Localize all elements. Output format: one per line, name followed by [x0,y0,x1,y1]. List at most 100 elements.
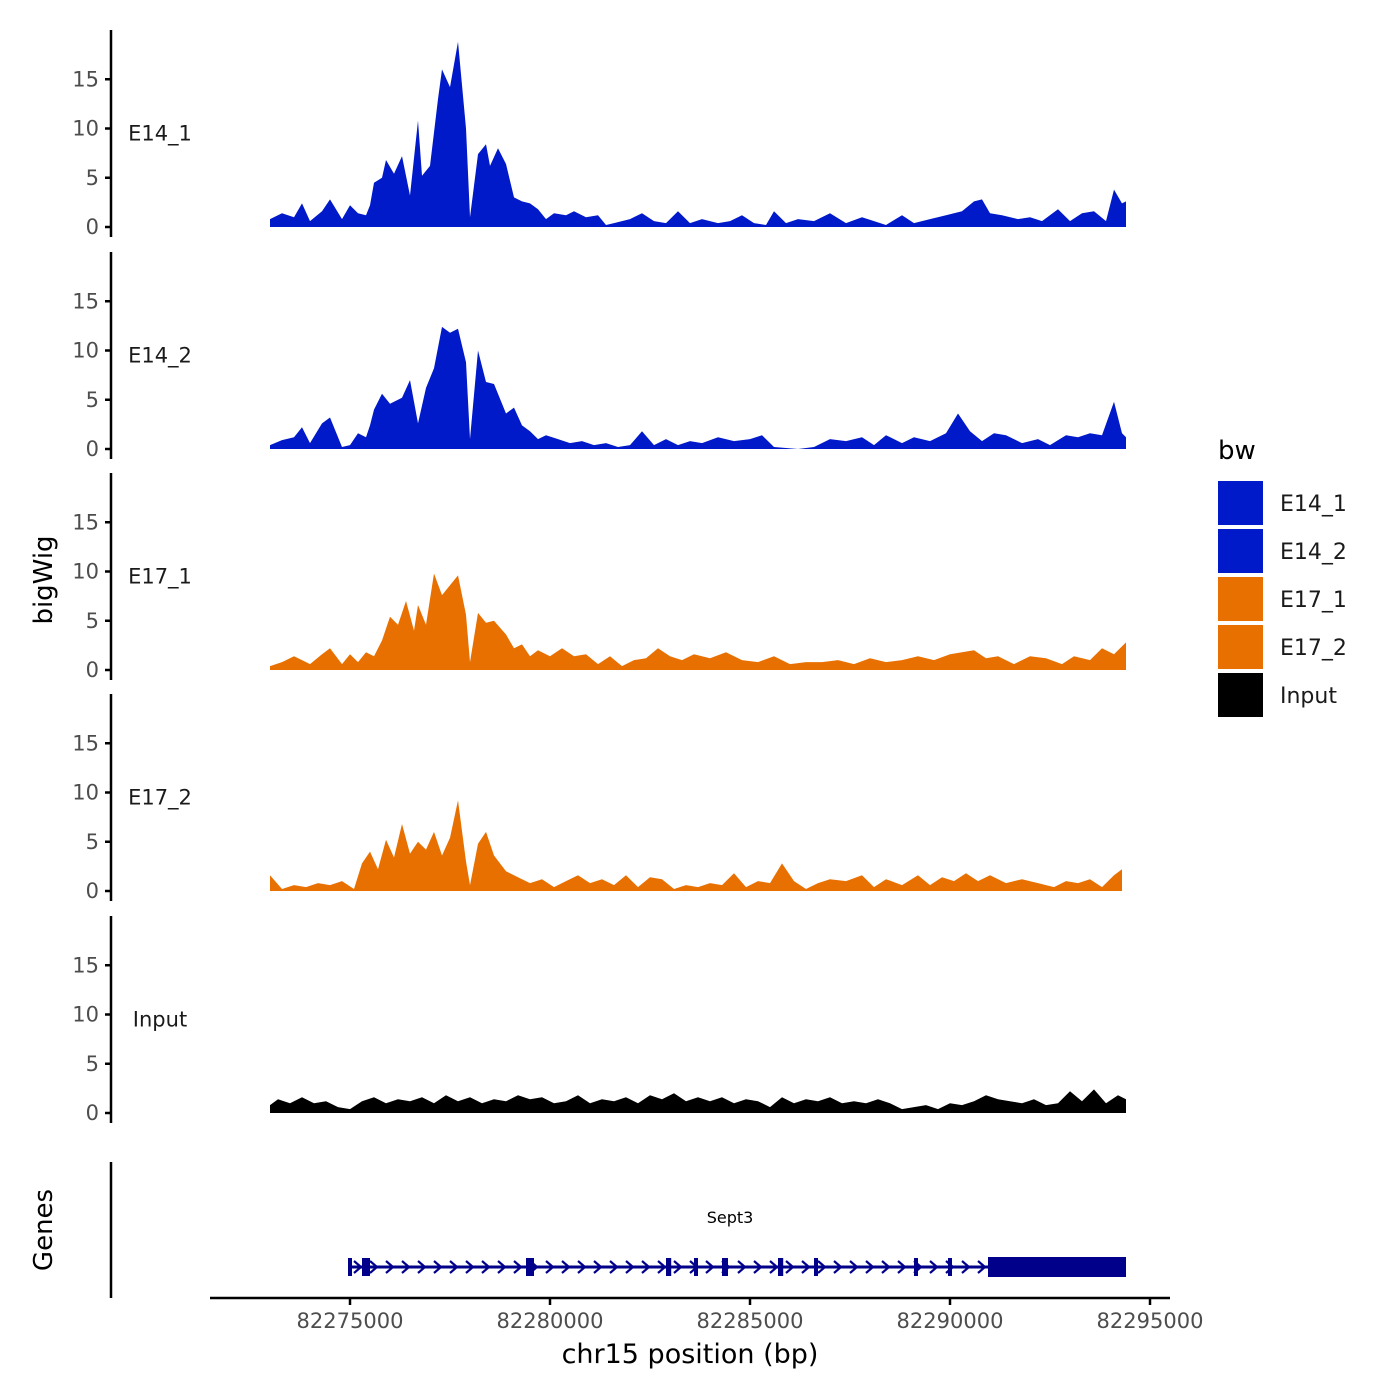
strand-arrow [449,1260,459,1274]
track-label: E17_2 [128,786,192,811]
y-tick-label: 0 [86,215,99,239]
y-tick-label: 0 [86,658,99,682]
track-label: Input [133,1008,187,1032]
legend-label: E14_2 [1280,540,1347,565]
y-tick-label: 5 [86,388,99,412]
y-tick-label: 5 [86,1052,99,1076]
strand-arrow [737,1260,747,1274]
strand-arrow [513,1260,523,1274]
track-panel-e17-1: 0 5 10 15 E17_1 [72,473,1126,682]
legend-label: Input [1280,684,1337,709]
signal-area-e17-2 [270,800,1122,891]
legend-title: bw [1218,436,1256,466]
legend-item: E14_1 [1218,481,1347,525]
strand-arrow [673,1260,683,1274]
y-tick-label: 5 [86,609,99,633]
strand-arrow [977,1260,987,1274]
track-label: E17_1 [128,565,192,590]
track-panel-e14-2: 0 5 10 15 E14_2 [72,252,1126,461]
x-tick-label: 82280000 [497,1309,604,1333]
strand-arrow [961,1260,971,1274]
y-tick-label: 10 [72,560,99,584]
y-tick-label: 0 [86,437,99,461]
legend-key [1218,481,1263,525]
strand-arrow [641,1260,651,1274]
strand-arrow [545,1260,555,1274]
strand-arrow [561,1260,571,1274]
signal-area-e17-1 [270,573,1126,670]
legend-key [1218,625,1263,669]
strand-arrow [465,1260,475,1274]
legend-label: E17_2 [1280,636,1347,661]
strand-arrow [401,1260,411,1274]
strand-arrow [577,1260,587,1274]
gene-exon [694,1258,698,1276]
signal-area-input [270,1089,1126,1113]
strand-arrow [785,1260,795,1274]
strand-arrow [817,1260,827,1274]
strand-arrow [433,1260,443,1274]
y-tick-label: 15 [72,953,99,977]
x-axis: 82275000 82280000 82285000 82290000 82295000… [210,1296,1204,1370]
legend-items: E14_1 E14_2 E17_1 E17_2 Input [1218,481,1347,717]
strand-arrow [609,1260,619,1274]
strand-arrow [593,1260,603,1274]
bigwig-tracks: 0 5 10 15 E14_1 0 5 10 15 E14_2 0 5 10 15 E17_1 0 5 10 15 E… [72,30,1126,1125]
strand-arrow [625,1260,635,1274]
gene-exon [722,1258,728,1276]
gene-exon [348,1258,352,1276]
legend-item: Input [1218,673,1337,717]
y-tick-label: 15 [72,289,99,313]
genes-axis-title: Genes [29,1189,59,1271]
y-tick-label: 0 [86,879,99,903]
gene-exon [778,1258,784,1276]
track-label: E14_2 [128,344,192,369]
genes-panel: Genes Sept3 [29,1162,1126,1298]
gene-exon [814,1258,818,1276]
track-label: E14_1 [128,122,192,147]
legend-key [1218,577,1263,621]
gene-exon [666,1258,672,1276]
signal-area-e14-2 [270,326,1126,449]
legend-item: E17_1 [1218,577,1347,621]
y-tick-label: 10 [72,117,99,141]
strand-arrow [833,1260,843,1274]
gene-exon [362,1258,370,1276]
strand-arrow [497,1260,507,1274]
gene-exon [526,1258,534,1276]
legend-key [1218,529,1263,573]
y-tick-label: 5 [86,166,99,190]
track-panel-input: 0 5 10 15 Input [72,916,1126,1125]
x-axis-ticks: 82275000 82280000 82285000 82290000 82295000 [297,1298,1204,1333]
strand-arrow [769,1260,779,1274]
strand-arrow [369,1260,379,1274]
gene-exon [948,1258,952,1276]
strand-arrow [897,1260,907,1274]
legend-label: E14_1 [1280,492,1347,517]
y-tick-label: 10 [72,1003,99,1027]
strand-arrow [881,1260,891,1274]
y-tick-label: 0 [86,1101,99,1125]
x-tick-label: 82275000 [297,1309,404,1333]
strand-arrow [929,1260,939,1274]
y-axis-title: bigWig [29,535,59,624]
legend-key [1218,673,1263,717]
y-tick-label: 15 [72,510,99,534]
y-tick-label: 10 [72,339,99,363]
legend-item: E17_2 [1218,625,1347,669]
track-panel-e14-1: 0 5 10 15 E14_1 [72,30,1126,239]
y-tick-label: 15 [72,731,99,755]
strand-arrow [705,1260,715,1274]
strand-arrow [385,1260,395,1274]
gene-model [348,1257,1126,1277]
legend-item: E14_2 [1218,529,1347,573]
strand-arrow [353,1260,363,1274]
legend-label: E17_1 [1280,588,1347,613]
gene-utr-block [988,1257,1126,1277]
strand-arrow [865,1260,875,1274]
y-tick-label: 10 [72,781,99,805]
x-tick-label: 82290000 [897,1309,1004,1333]
x-tick-label: 82295000 [1097,1309,1204,1333]
strand-arrow [849,1260,859,1274]
